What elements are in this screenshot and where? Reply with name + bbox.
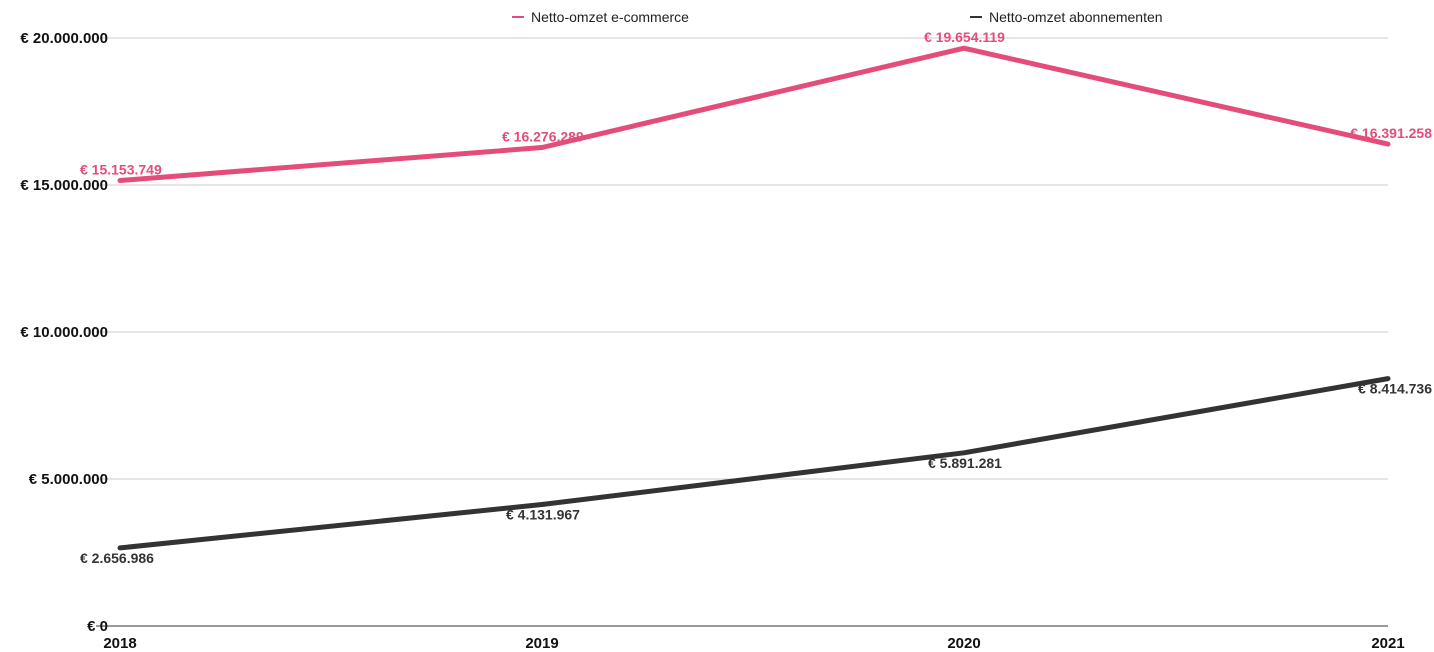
- y-tick-label: € 15.000.000: [20, 177, 108, 194]
- data-labels: € 15.153.749 € 16.276.289 € 19.654.119 € 16…: [80, 29, 1432, 566]
- y-tick-label: € 5.000.000: [29, 471, 108, 488]
- y-tick-label: € 0: [87, 618, 108, 635]
- x-tick-label: 2021: [1371, 635, 1404, 652]
- legend-item: Netto-omzet e-commerce: [512, 9, 689, 25]
- data-label: € 16.276.289: [502, 128, 584, 144]
- series-line-1: [117, 376, 1391, 551]
- x-tick-label: 2018: [103, 635, 136, 652]
- x-tick-label: 2019: [525, 635, 558, 652]
- legend-label: Netto-omzet e-commerce: [531, 9, 689, 25]
- data-label: € 8.414.736: [1358, 381, 1432, 397]
- data-label: € 5.891.281: [928, 455, 1002, 471]
- x-axis-ticks: 2018 2019 2020 2021: [103, 635, 1404, 652]
- legend: Netto-omzet e-commerce Netto-omzet abonne…: [512, 9, 1163, 25]
- data-label: € 16.391.258: [1350, 125, 1432, 141]
- legend-item: Netto-omzet abonnementen: [970, 9, 1163, 25]
- x-tick-label: 2020: [947, 635, 980, 652]
- y-tick-label: € 10.000.000: [20, 324, 108, 341]
- data-label: € 4.131.967: [506, 507, 580, 523]
- y-axis-ticks: € 0 € 5.000.000 € 10.000.000 € 15.000.000 € …: [20, 30, 108, 635]
- series-line-0: [117, 45, 1391, 183]
- legend-label: Netto-omzet abonnementen: [989, 9, 1163, 25]
- series-lines: [117, 45, 1391, 551]
- data-label: € 19.654.119: [924, 29, 1005, 45]
- grid-lines: [96, 37, 1388, 627]
- y-tick-label: € 20.000.000: [20, 30, 108, 47]
- data-label: € 15.153.749: [80, 161, 162, 177]
- data-label: € 2.656.986: [80, 550, 154, 566]
